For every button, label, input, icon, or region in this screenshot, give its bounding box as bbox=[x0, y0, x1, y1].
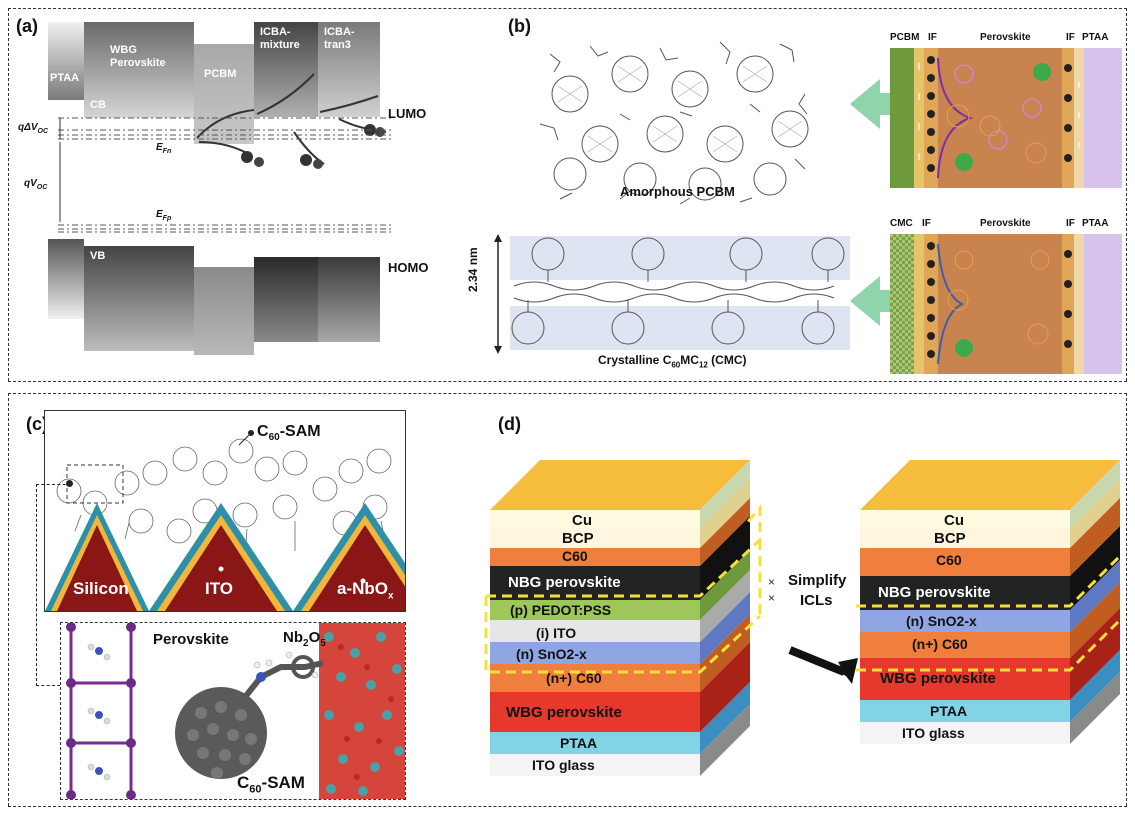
header-perovskite: Perovskite bbox=[980, 218, 1031, 229]
left-layer-bcp: BCP bbox=[562, 530, 594, 547]
right-layer-c60: C60 bbox=[936, 552, 962, 568]
crystalline-cmc-illustration bbox=[494, 234, 850, 354]
efp-label: EFp bbox=[156, 209, 172, 222]
panel-label: (a) bbox=[16, 16, 38, 36]
svg-text:×: × bbox=[768, 591, 775, 605]
molecular-zoom-box: Perovskite Nb2O5 C60-SAM bbox=[60, 622, 406, 800]
section-divider-right-2 bbox=[1126, 393, 1127, 806]
header-if-left: IF bbox=[928, 32, 937, 43]
spacing-label: 2.34 nm bbox=[466, 247, 480, 292]
section-divider-middle bbox=[8, 381, 1127, 382]
panel-b: (b) Amorphous PCBM 2.34 nm Crystalline C… bbox=[460, 14, 1124, 376]
layer-label-pcbm: PCBM bbox=[204, 68, 237, 80]
zoom-connector bbox=[36, 484, 71, 686]
left-layer-ito-glass: ITO glass bbox=[532, 757, 595, 773]
c60-sam-label: C60-SAM bbox=[237, 773, 305, 796]
left-layer-sno2: (n) SnO2-x bbox=[516, 646, 587, 662]
header-if-left: IF bbox=[922, 218, 931, 229]
material-nbox: a-NbOx bbox=[337, 579, 394, 602]
right-layer-ptaa: PTAA bbox=[930, 703, 968, 719]
section-divider-left bbox=[8, 8, 9, 381]
right-layer-bcp: BCP bbox=[934, 530, 966, 547]
right-layer-sno2: (n) SnO2-x bbox=[906, 613, 977, 629]
amorphous-pcbm-illustration bbox=[539, 41, 809, 204]
layer-label-icba-tran3: ICBA-tran3 bbox=[324, 26, 355, 51]
tandem-stack-diagrams: × × bbox=[484, 460, 1120, 776]
amorphous-caption: Amorphous PCBM bbox=[620, 184, 735, 199]
panel-a: (a) bbox=[14, 14, 454, 374]
icls-label: ICLs bbox=[800, 592, 833, 609]
perovskite-label: Perovskite bbox=[153, 631, 229, 648]
section-divider-right bbox=[1126, 8, 1127, 381]
left-layer-ito: (i) ITO bbox=[536, 625, 577, 641]
right-layer-cu: Cu bbox=[944, 512, 964, 529]
q-voc-label: qVOC bbox=[24, 178, 48, 191]
section-divider-bottom bbox=[8, 806, 1127, 807]
svg-text:×: × bbox=[768, 575, 775, 589]
left-layer-c60-n: (n+) C60 bbox=[546, 670, 602, 686]
cb-label: CB bbox=[90, 99, 106, 111]
header-perovskite: Perovskite bbox=[980, 32, 1031, 43]
left-layer-nbg: NBG perovskite bbox=[508, 574, 621, 591]
left-arrow-top bbox=[850, 79, 920, 129]
header-ptaa: PTAA bbox=[1082, 218, 1109, 229]
sam-surface-box: C60-SAM Silicon ITO a-NbOx bbox=[44, 410, 406, 612]
device-schematic-cmc: CMC IF Perovskite IF PTAA bbox=[890, 218, 1122, 374]
header-if-right: IF bbox=[1066, 218, 1075, 229]
material-silicon: Silicon bbox=[73, 579, 129, 598]
panel-d: (d) × × bbox=[440, 400, 1120, 802]
right-layer-c60-n: (n+) C60 bbox=[912, 636, 968, 652]
header-pcbm: PCBM bbox=[890, 32, 920, 43]
material-ito: ITO bbox=[205, 579, 234, 598]
nb2o5-label: Nb2O5 bbox=[283, 629, 326, 649]
left-layer-pedot: (p) PEDOT:PSS bbox=[510, 602, 612, 618]
vb-label: VB bbox=[90, 250, 106, 262]
layer-label-icba-mixture: ICBA-mixture bbox=[260, 26, 300, 51]
left-layer-cu: Cu bbox=[572, 512, 592, 529]
left-layer-wbg: WBG perovskite bbox=[506, 704, 622, 721]
panel-label: (b) bbox=[508, 16, 531, 36]
section-divider-top bbox=[8, 8, 1127, 9]
zoom-dot-top bbox=[66, 480, 73, 487]
right-layer-ito-glass: ITO glass bbox=[902, 725, 965, 741]
header-cmc: CMC bbox=[890, 218, 913, 229]
panel-label: (d) bbox=[498, 414, 521, 434]
panel-label: (c) bbox=[26, 414, 48, 434]
right-layer-wbg: WBG perovskite bbox=[880, 670, 996, 687]
band-diagram bbox=[48, 22, 394, 355]
efn-label: EFn bbox=[156, 142, 172, 155]
section-divider-left-2 bbox=[8, 393, 9, 806]
crystalline-caption: Crystalline C60MC12 (CMC) bbox=[598, 353, 747, 370]
left-arrow-bottom bbox=[850, 276, 920, 326]
simplify-label: Simplify bbox=[788, 572, 847, 589]
header-if-right: IF bbox=[1066, 32, 1075, 43]
left-layer-ptaa: PTAA bbox=[560, 735, 598, 751]
device-schematic-pcbm: PCBM IF Perovskite IF PTAA bbox=[890, 32, 1122, 188]
section-divider-middle-2 bbox=[8, 393, 1127, 394]
q-delta-voc-label: qΔVOC bbox=[18, 122, 48, 135]
homo-label: HOMO bbox=[388, 260, 429, 275]
layer-label-ptaa: PTAA bbox=[50, 72, 80, 84]
lumo-label: LUMO bbox=[388, 106, 427, 121]
left-layer-c60: C60 bbox=[562, 548, 588, 564]
header-ptaa: PTAA bbox=[1082, 32, 1109, 43]
right-layer-nbg: NBG perovskite bbox=[878, 584, 991, 601]
layer-label-wbg: WBG Perovskite bbox=[110, 44, 166, 69]
panel-c: (c) C60-SAM Silicon ITO bbox=[14, 400, 434, 802]
sam-label: C60-SAM bbox=[257, 423, 321, 444]
